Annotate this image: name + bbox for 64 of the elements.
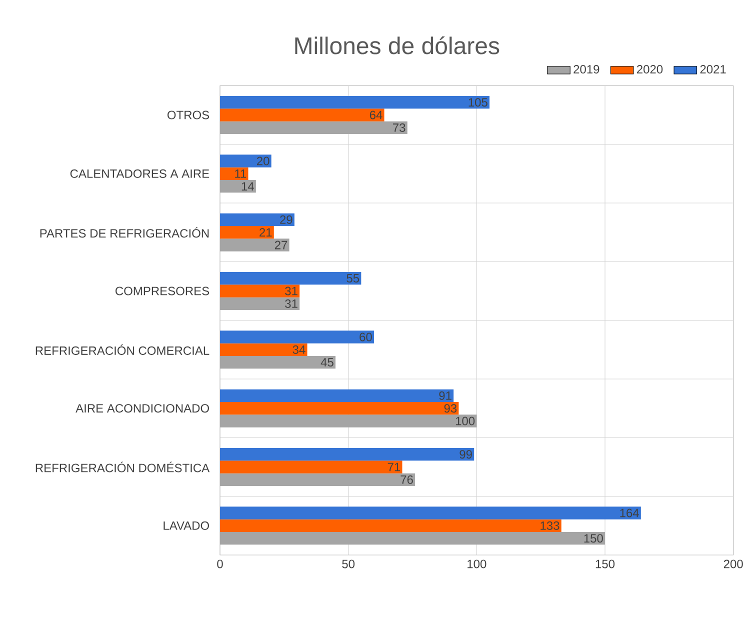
data-label: 21: [260, 228, 272, 237]
data-label: 11: [235, 170, 246, 178]
bar: [220, 154, 272, 168]
y-tick-label: REFRIGERACIÓN COMERCIAL: [36, 344, 210, 355]
bar: [220, 519, 562, 532]
legend-label: 2020: [636, 65, 663, 74]
bar: [220, 180, 256, 193]
bar: [220, 343, 308, 356]
data-label: 64: [370, 110, 382, 120]
data-label: 133: [540, 521, 560, 530]
data-label: 93: [444, 404, 457, 413]
data-label: 76: [400, 475, 413, 484]
y-tick-label: COMPRESORES: [116, 286, 210, 296]
bar: [220, 356, 336, 369]
y-tick-label: LAVADO: [164, 521, 210, 530]
bar: [220, 402, 459, 415]
bar: [220, 284, 300, 298]
data-label: 71: [388, 462, 400, 472]
data-label: 27: [274, 240, 288, 250]
bar: [220, 460, 402, 474]
y-tick-label: OTROS: [167, 110, 210, 120]
bar: [220, 297, 300, 310]
data-label: 100: [456, 416, 475, 426]
bar: [220, 389, 454, 402]
bar: [220, 121, 408, 134]
data-label: 45: [320, 358, 334, 367]
bar: [220, 108, 384, 122]
bar: [220, 238, 290, 252]
bar: [220, 96, 490, 109]
x-tick-label: 50: [342, 560, 355, 568]
data-label: 29: [280, 215, 292, 224]
y-tick-label: AIRE ACONDICIONADO: [76, 404, 210, 413]
data-label: 20: [256, 156, 270, 166]
x-tick-label: 0: [217, 560, 223, 568]
bar: [220, 330, 374, 344]
data-label: 73: [393, 123, 406, 132]
x-tick-label: 200: [724, 560, 743, 568]
data-label: 31: [285, 286, 298, 296]
data-label: 31: [285, 299, 298, 308]
bar: [220, 473, 416, 486]
legend-label: 2019: [574, 65, 600, 74]
bar: [220, 226, 274, 239]
chart-title: Millones de dólares: [295, 36, 500, 54]
data-label: 99: [460, 450, 472, 459]
y-tick-label: REFRIGERACIÓN DOMÉSTICA: [36, 462, 210, 472]
data-label: 55: [346, 274, 360, 283]
data-label: 14: [242, 182, 254, 190]
bar: [220, 448, 474, 461]
data-label: 150: [584, 534, 603, 543]
data-label: 105: [468, 98, 488, 107]
legend-label: 2021: [700, 65, 726, 74]
data-label: 34: [292, 345, 306, 354]
data-label: 91: [439, 391, 452, 400]
bar: [220, 506, 641, 520]
bar: [220, 272, 362, 285]
bar: [220, 532, 606, 545]
bar: [220, 414, 477, 428]
data-label: 164: [620, 508, 639, 518]
x-tick-label: 150: [596, 560, 615, 568]
x-tick-label: 100: [468, 560, 486, 568]
bar: [220, 213, 294, 226]
y-tick-label: CALENTADORES A AIRE: [70, 169, 210, 178]
data-label: 60: [360, 332, 372, 342]
y-tick-label: PARTES DE REFRIGERACIÓN: [40, 227, 209, 238]
